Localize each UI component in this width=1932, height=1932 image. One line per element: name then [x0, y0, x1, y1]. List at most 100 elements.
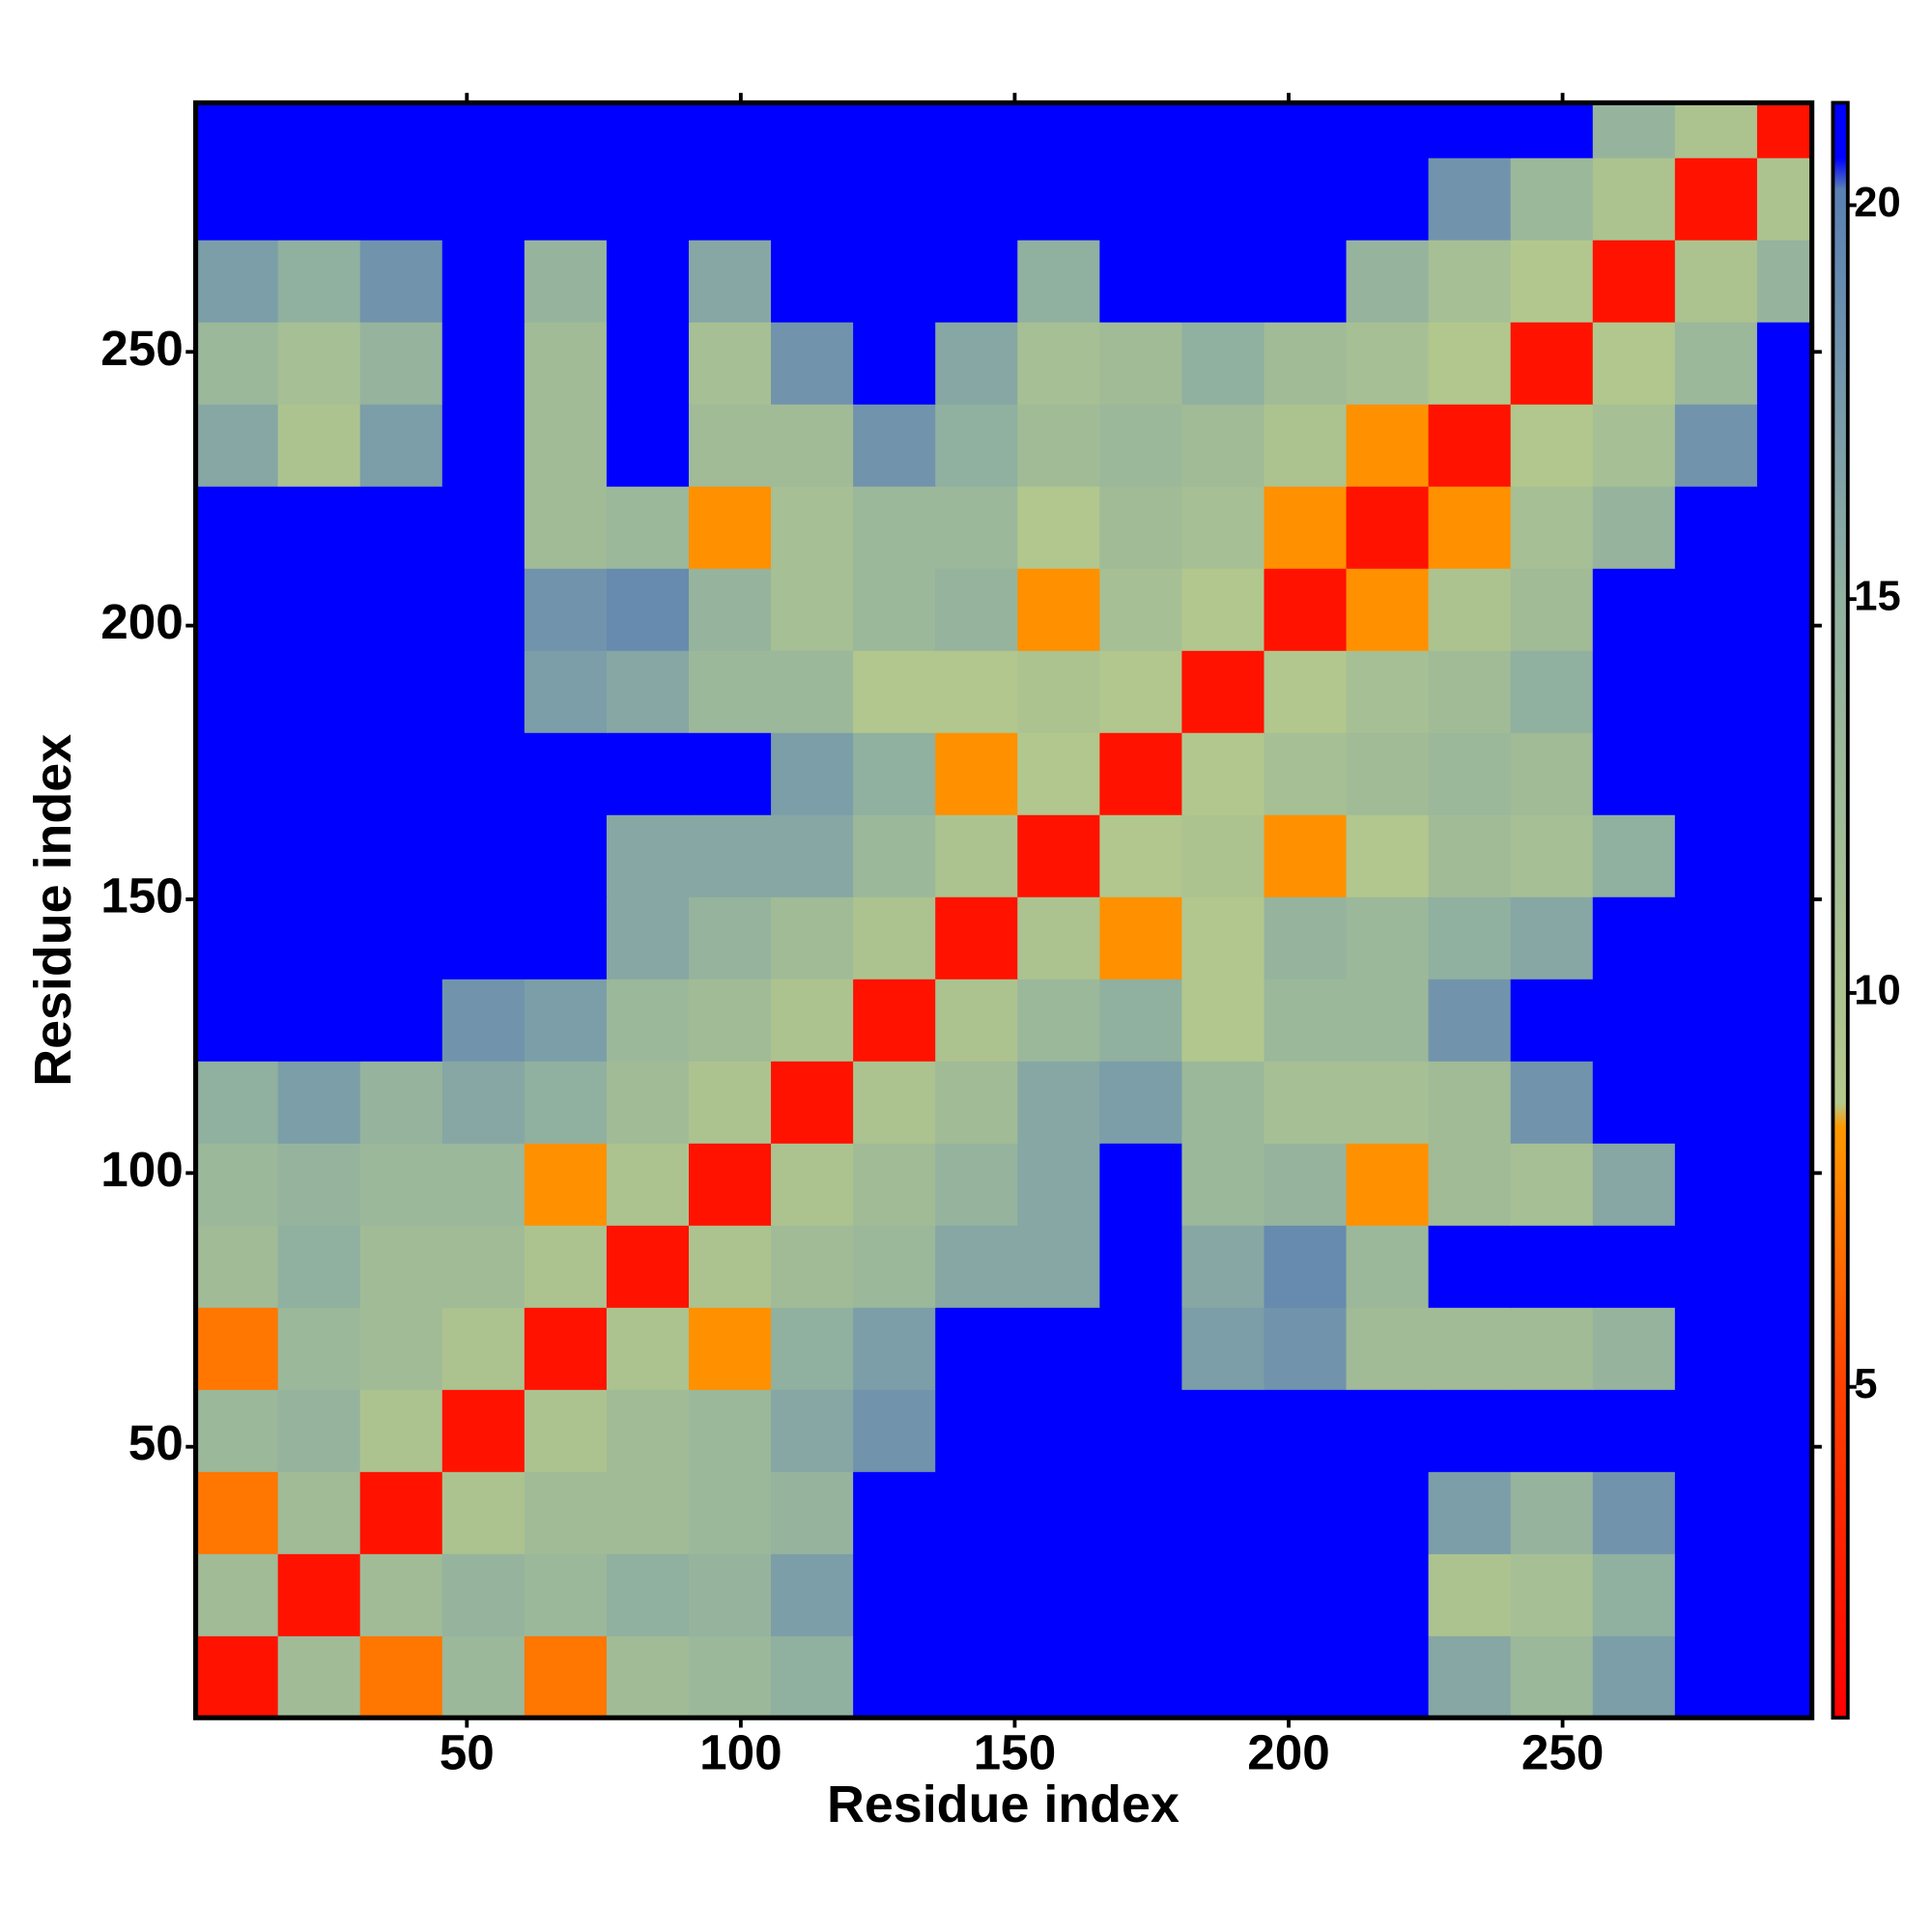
heatmap-cell [524, 1553, 608, 1636]
heatmap-cell [195, 979, 279, 1062]
heatmap-cell [359, 1389, 443, 1472]
heatmap-cell [1674, 102, 1758, 158]
heatmap-cell [1510, 650, 1594, 733]
heatmap-cell [1674, 650, 1758, 733]
heatmap-cell [359, 322, 443, 405]
heatmap-cell [1592, 1553, 1676, 1636]
heatmap-cell [1099, 486, 1183, 569]
heatmap-cell [688, 979, 772, 1062]
heatmap-cell [1099, 1635, 1183, 1719]
heatmap-cell [935, 1143, 1018, 1226]
heatmap-cell [1756, 650, 1813, 733]
heatmap-cell [195, 814, 279, 897]
heatmap-cell [359, 486, 443, 569]
heatmap-cell [441, 1389, 526, 1472]
heatmap-cell [1756, 896, 1813, 980]
heatmap-cell [1099, 102, 1183, 158]
heatmap-cell [1428, 102, 1512, 158]
heatmap-cell [1017, 1553, 1100, 1636]
heatmap-cell [195, 1471, 279, 1554]
heatmap-cell [1264, 1389, 1348, 1472]
x-tick-label: 50 [440, 1724, 495, 1779]
heatmap-cell [195, 102, 279, 158]
heatmap-cell [1756, 157, 1813, 241]
heatmap-cell [771, 814, 854, 897]
heatmap-cell [524, 486, 608, 569]
heatmap-cell [1428, 1225, 1512, 1308]
heatmap-cell [1428, 240, 1512, 323]
heatmap-cell [1510, 240, 1594, 323]
heatmap-cell [1264, 240, 1348, 323]
heatmap-cell [1428, 1553, 1512, 1636]
heatmap-cell [1674, 486, 1758, 569]
heatmap-cell [935, 157, 1018, 241]
heatmap-cell [688, 1471, 772, 1554]
heatmap-cell [1099, 1307, 1183, 1390]
heatmap-cell [1346, 1061, 1430, 1144]
heatmap-cell [1181, 650, 1265, 733]
heatmap-cell [1592, 979, 1676, 1062]
heatmap-cell [1346, 404, 1430, 487]
heatmap-cell [853, 650, 936, 733]
heatmap-cell [195, 322, 279, 405]
colorbar-tick-label: 10 [1854, 967, 1900, 1013]
heatmap-cell [1346, 568, 1430, 651]
heatmap-cell [935, 404, 1018, 487]
heatmap-cell [524, 1143, 608, 1226]
heatmap-cell [688, 1307, 772, 1390]
heatmap-cell [688, 157, 772, 241]
heatmap-cell [1181, 979, 1265, 1062]
heatmap-cell [441, 568, 526, 651]
heatmap-cell [277, 1471, 361, 1554]
heatmap-cell [359, 102, 443, 158]
heatmap-cell [1510, 1061, 1594, 1144]
heatmap-cell [359, 240, 443, 323]
heatmap-cell [1592, 650, 1676, 733]
heatmap-cell [1756, 1225, 1813, 1308]
heatmap-cell [359, 404, 443, 487]
heatmap-cell [441, 1307, 526, 1390]
heatmap-cell [688, 102, 772, 158]
heatmap-cell [524, 322, 608, 405]
heatmap-cell [1592, 814, 1676, 897]
heatmap-cell [1017, 404, 1100, 487]
heatmap-cell [1428, 1635, 1512, 1719]
heatmap-cell [1592, 1061, 1676, 1144]
heatmap-cell [441, 650, 526, 733]
heatmap-cell [277, 1553, 361, 1636]
heatmap-cell [277, 814, 361, 897]
heatmap-cell [853, 322, 936, 405]
heatmap-cell [1181, 1307, 1265, 1390]
heatmap-cell [606, 486, 690, 569]
heatmap-cell [1264, 568, 1348, 651]
heatmap-cell [1099, 814, 1183, 897]
heatmap-cell [1674, 322, 1758, 405]
heatmap-cell [1181, 732, 1265, 815]
heatmap-cell [935, 1471, 1018, 1554]
heatmap-cell [1346, 1389, 1430, 1472]
heatmap-cell [441, 404, 526, 487]
heatmap-cell [1181, 1471, 1265, 1554]
x-tick-label: 200 [1247, 1724, 1330, 1779]
heatmap-cell [1756, 322, 1813, 405]
heatmap-cell [853, 1061, 936, 1144]
heatmap-cell [688, 404, 772, 487]
heatmap-cell [771, 102, 854, 158]
heatmap-cell [441, 102, 526, 158]
heatmap-cell [1592, 1389, 1676, 1472]
heatmap-cell [1181, 157, 1265, 241]
x-tick-label: 150 [974, 1724, 1057, 1779]
heatmap-cell [1346, 1143, 1430, 1226]
heatmap-cell [195, 157, 279, 241]
heatmap-cell [359, 1471, 443, 1554]
heatmap-cell [606, 322, 690, 405]
heatmap-cell [688, 1143, 772, 1226]
heatmap-cell [1756, 568, 1813, 651]
heatmap-cell [195, 404, 279, 487]
heatmap-cell [1181, 102, 1265, 158]
heatmap-cell [277, 1225, 361, 1308]
heatmap-cell [1428, 1389, 1512, 1472]
heatmap-cell [359, 1225, 443, 1308]
heatmap-cell [1592, 1635, 1676, 1719]
heatmap-cell [1592, 486, 1676, 569]
